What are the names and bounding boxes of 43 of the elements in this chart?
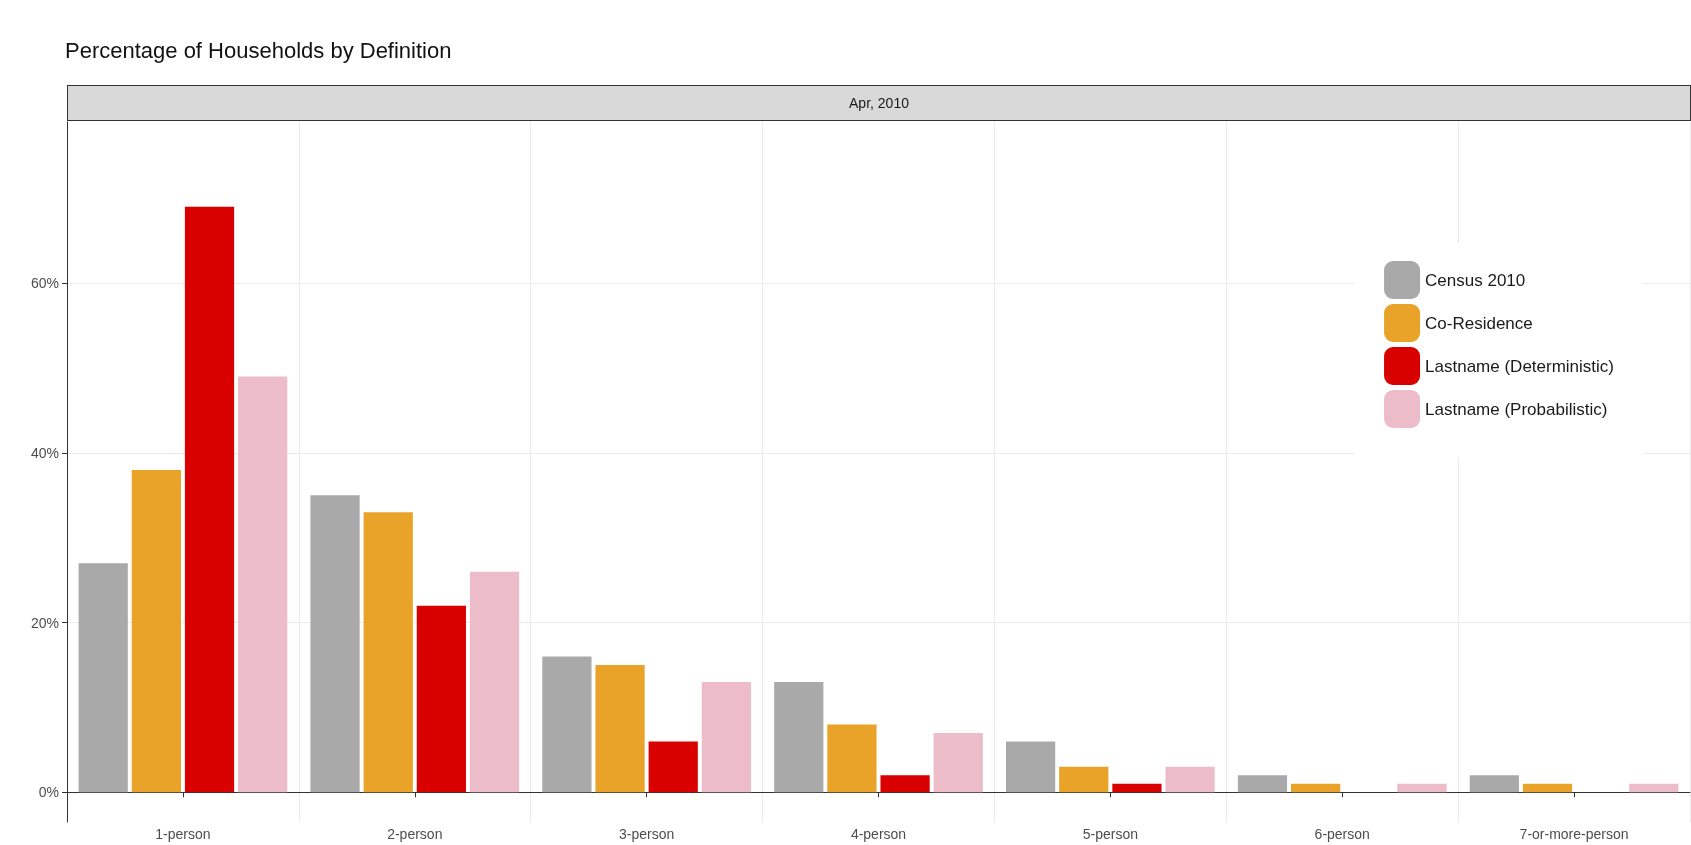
bar [1165, 766, 1215, 793]
legend-label: Census 2010 [1425, 270, 1526, 290]
chart-subtitle: Apr, 2010 [67, 85, 1691, 121]
bar [542, 656, 592, 793]
bar [1059, 766, 1109, 793]
bar [701, 682, 751, 793]
bar [1291, 783, 1341, 793]
legend-label: Lastname (Deterministic) [1425, 356, 1615, 376]
bar [1629, 783, 1679, 793]
bar [184, 206, 235, 793]
bar [363, 512, 413, 793]
y-tick-label: 0% [38, 784, 59, 801]
x-tick-label: 6-person [1314, 826, 1370, 842]
legend-label: Co-Residence [1425, 313, 1533, 333]
bar [595, 665, 645, 793]
bar [1112, 783, 1162, 793]
x-tick-label: 3-person [619, 826, 675, 842]
legend-label: Lastname (Probabilistic) [1425, 399, 1608, 419]
bar [238, 376, 288, 793]
x-tick-label: 5-person [1082, 826, 1138, 842]
x-tick-label: 7-or-more-person [1519, 826, 1629, 842]
x-tick-label: 4-person [850, 826, 907, 842]
x-tick-label: 1-person [155, 826, 211, 842]
y-tick-label: 40% [30, 444, 59, 461]
x-tick-label: 2-person [387, 826, 443, 842]
y-tick-label: 60% [30, 275, 59, 292]
bar [1469, 775, 1519, 793]
bar [131, 469, 181, 793]
y-tick-label: 20% [30, 614, 59, 631]
chart-title: Percentage of Households by Definition [65, 37, 452, 63]
bar [416, 605, 466, 793]
bar [933, 732, 983, 793]
bar [774, 682, 824, 793]
bar [880, 775, 930, 793]
bar [1522, 783, 1573, 793]
bar [1397, 783, 1447, 793]
bar [827, 724, 877, 793]
bar [469, 571, 520, 793]
bar [310, 495, 360, 793]
bar [648, 741, 698, 793]
bar [1237, 775, 1288, 793]
bar [78, 563, 128, 793]
bar [1006, 741, 1056, 793]
